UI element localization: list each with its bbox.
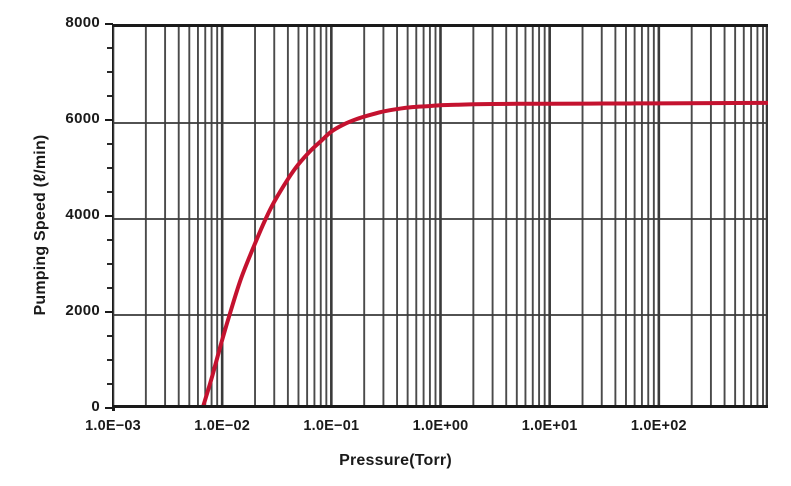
plot-area [113,24,768,408]
y-tick-mark-minor [107,143,113,145]
data-curve [201,100,768,405]
grid-lines [113,27,768,405]
y-tick-mark-major [105,23,113,25]
x-tick-label: 1.0E+00 [412,418,469,434]
y-tick-mark-minor [107,191,113,193]
x-axis-title: Pressure(Torr) [339,452,452,469]
x-tick-label: 1.0E−01 [303,418,360,434]
y-axis-tick-labels: 8000 6000 4000 2000 0 [0,0,100,486]
y-tick-mark-minor [107,95,113,97]
y-tick-label: 4000 [65,206,100,223]
x-tick-label: 1.0E+02 [630,418,687,434]
x-tick-label: 1.0E+01 [521,418,578,434]
y-tick-mark-minor [107,167,113,169]
y-tick-label: 6000 [65,110,100,127]
y-tick-mark-minor [107,263,113,265]
y-tick-mark-major [105,119,113,121]
y-tick-mark-minor [107,71,113,73]
y-tick-mark-minor [107,287,113,289]
y-tick-label: 2000 [65,302,100,319]
y-tick-mark-minor [107,359,113,361]
y-tick-label: 0 [91,398,100,415]
y-tick-mark-major [105,215,113,217]
x-tick-label: 1.0E−03 [85,418,141,434]
y-tick-mark-minor [107,383,113,385]
y-tick-label: 8000 [65,14,100,31]
y-tick-mark-minor [107,47,113,49]
y-tick-mark-minor [107,335,113,337]
y-tick-mark-major [105,407,113,409]
x-tick-label: 1.0E−02 [194,418,251,434]
y-tick-mark-major [105,311,113,313]
y-tick-mark-minor [107,239,113,241]
pumping-speed-curve [201,100,768,405]
